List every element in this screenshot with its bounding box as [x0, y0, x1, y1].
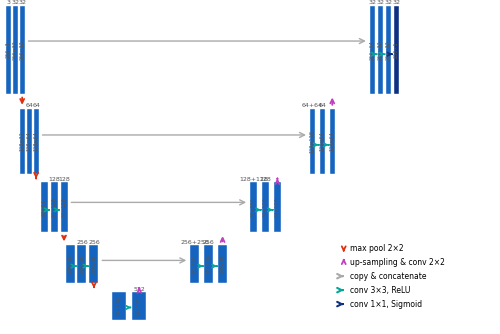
- Text: 128: 128: [58, 177, 70, 182]
- Text: 256×32: 256×32: [386, 40, 390, 60]
- Text: 256: 256: [76, 240, 88, 245]
- Bar: [250, 182, 257, 232]
- Bar: [26, 109, 32, 174]
- Bar: [370, 6, 374, 94]
- Text: 128×32: 128×32: [20, 132, 24, 151]
- Bar: [394, 6, 398, 94]
- Text: 32×256: 32×256: [206, 254, 211, 274]
- Text: max pool 2×2: max pool 2×2: [350, 244, 404, 253]
- Bar: [218, 245, 227, 283]
- Text: 32: 32: [18, 0, 26, 5]
- Text: 128×64: 128×64: [26, 132, 32, 151]
- Text: 256×64: 256×64: [370, 40, 374, 60]
- Bar: [378, 6, 382, 94]
- Text: 128+128: 128+128: [239, 177, 268, 182]
- Bar: [40, 182, 48, 232]
- Text: 16×512: 16×512: [137, 296, 142, 316]
- Text: 3: 3: [6, 0, 10, 5]
- Bar: [20, 109, 24, 174]
- Text: 256×1: 256×1: [394, 41, 398, 58]
- Bar: [50, 182, 58, 232]
- Text: conv 3×3, ReLU: conv 3×3, ReLU: [350, 286, 410, 295]
- Bar: [132, 292, 146, 320]
- Bar: [330, 109, 335, 174]
- Text: conv 1×1, Sigmoid: conv 1×1, Sigmoid: [350, 300, 422, 309]
- Bar: [204, 245, 213, 283]
- Text: 16×256: 16×256: [117, 296, 122, 316]
- Text: 256×32: 256×32: [378, 40, 382, 60]
- Text: 32: 32: [368, 0, 376, 5]
- Bar: [386, 6, 390, 94]
- Text: up-sampling & conv 2×2: up-sampling & conv 2×2: [350, 258, 444, 267]
- Text: 128×64: 128×64: [34, 132, 38, 151]
- Bar: [274, 182, 281, 232]
- Text: 32×512: 32×512: [192, 254, 197, 274]
- Bar: [66, 245, 74, 283]
- Text: 64: 64: [32, 103, 40, 108]
- Text: 64: 64: [25, 103, 33, 108]
- Text: 64: 64: [318, 103, 326, 108]
- Text: 64×128: 64×128: [62, 197, 66, 217]
- Text: copy & concatenate: copy & concatenate: [350, 272, 426, 281]
- Bar: [78, 245, 86, 283]
- Text: 256+256: 256+256: [180, 240, 209, 245]
- Bar: [310, 109, 315, 174]
- Text: 64×128: 64×128: [52, 197, 57, 217]
- Text: 32×256: 32×256: [80, 254, 84, 274]
- Text: 64×128: 64×128: [275, 197, 280, 217]
- Bar: [60, 182, 68, 232]
- Text: 64×128: 64×128: [263, 197, 268, 217]
- Text: 256: 256: [202, 240, 214, 245]
- Text: 32: 32: [384, 0, 392, 5]
- Text: 256: 256: [88, 240, 100, 245]
- Text: 256×32: 256×32: [12, 40, 18, 60]
- Bar: [34, 109, 38, 174]
- Bar: [6, 6, 10, 94]
- Bar: [190, 245, 199, 283]
- Text: 256×3: 256×3: [6, 41, 10, 58]
- Text: 128×64: 128×64: [330, 132, 335, 151]
- Bar: [262, 182, 269, 232]
- Text: 64+64: 64+64: [302, 103, 323, 108]
- Text: 128: 128: [260, 177, 272, 182]
- Text: 128×128: 128×128: [310, 130, 315, 153]
- Text: 64×256: 64×256: [251, 197, 256, 217]
- Bar: [20, 6, 24, 94]
- Bar: [12, 6, 18, 94]
- Bar: [112, 292, 126, 320]
- Text: 32: 32: [392, 0, 400, 5]
- Text: 32×256: 32×256: [220, 254, 225, 274]
- Text: 128: 128: [48, 177, 60, 182]
- Text: 32×128: 32×128: [68, 254, 72, 274]
- Text: 128×64: 128×64: [320, 132, 325, 151]
- Text: 512: 512: [134, 287, 145, 292]
- Text: 64×64: 64×64: [42, 199, 46, 216]
- Text: 32: 32: [376, 0, 384, 5]
- Text: 32×256: 32×256: [92, 254, 96, 274]
- Bar: [90, 245, 98, 283]
- Bar: [320, 109, 325, 174]
- Text: 256×32: 256×32: [20, 40, 24, 60]
- Text: 32: 32: [11, 0, 19, 5]
